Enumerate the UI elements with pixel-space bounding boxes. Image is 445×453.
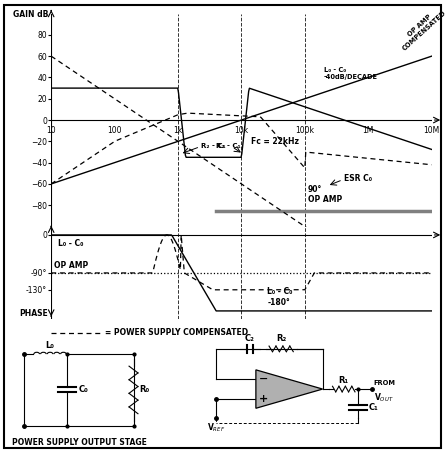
- Text: 1M: 1M: [363, 126, 374, 135]
- Text: PHASE: PHASE: [19, 308, 48, 318]
- Text: 10: 10: [46, 126, 56, 135]
- Text: Fc = 22kHz: Fc = 22kHz: [251, 137, 299, 146]
- Text: L₀: L₀: [46, 341, 54, 350]
- Text: 90°
OP AMP: 90° OP AMP: [308, 185, 342, 204]
- Text: L₀ - C₀
-180°: L₀ - C₀ -180°: [267, 287, 292, 307]
- Text: V$_{REF}$: V$_{REF}$: [207, 421, 225, 434]
- Text: C₁: C₁: [368, 403, 378, 412]
- Text: OP AMP: OP AMP: [54, 261, 89, 270]
- Text: = POWER SUPPLY COMPENSATED: = POWER SUPPLY COMPENSATED: [105, 328, 248, 337]
- Text: R₂: R₂: [276, 334, 286, 343]
- Text: C₀: C₀: [79, 386, 89, 395]
- Text: 1k: 1k: [174, 126, 182, 135]
- Text: R₂ - C₁: R₂ - C₁: [202, 143, 226, 149]
- Text: POWER SUPPLY OUTPUT STAGE: POWER SUPPLY OUTPUT STAGE: [12, 438, 146, 447]
- Text: 100: 100: [107, 126, 122, 135]
- Text: FROM: FROM: [374, 380, 396, 386]
- Text: R₁: R₁: [339, 376, 349, 385]
- Text: GAIN dB: GAIN dB: [12, 10, 48, 19]
- Polygon shape: [256, 370, 323, 408]
- Text: ESR C₀: ESR C₀: [344, 174, 372, 183]
- Text: OP AMP
COMPENSATED: OP AMP COMPENSATED: [397, 5, 445, 52]
- Text: +: +: [259, 394, 268, 404]
- Text: R₀: R₀: [139, 386, 150, 395]
- Text: C₂: C₂: [245, 334, 255, 343]
- Text: −: −: [259, 374, 269, 384]
- Text: L₀ - C₀: L₀ - C₀: [57, 239, 83, 248]
- Text: 10M: 10M: [424, 126, 440, 135]
- Text: 100k: 100k: [295, 126, 314, 135]
- Text: R₂ - C₁: R₂ - C₁: [216, 143, 241, 149]
- Text: L₀ - C₀
-40dB/DECADE: L₀ - C₀ -40dB/DECADE: [324, 67, 378, 80]
- Text: 10k: 10k: [235, 126, 248, 135]
- Text: V$_{OUT}$: V$_{OUT}$: [374, 392, 393, 405]
